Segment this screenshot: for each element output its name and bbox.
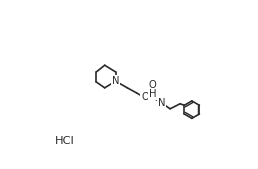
Text: N: N [158,98,165,108]
Text: O: O [141,92,149,102]
Text: O: O [149,80,156,90]
Text: H: H [149,89,156,99]
Text: HCl: HCl [54,137,74,147]
Text: N: N [112,76,119,86]
